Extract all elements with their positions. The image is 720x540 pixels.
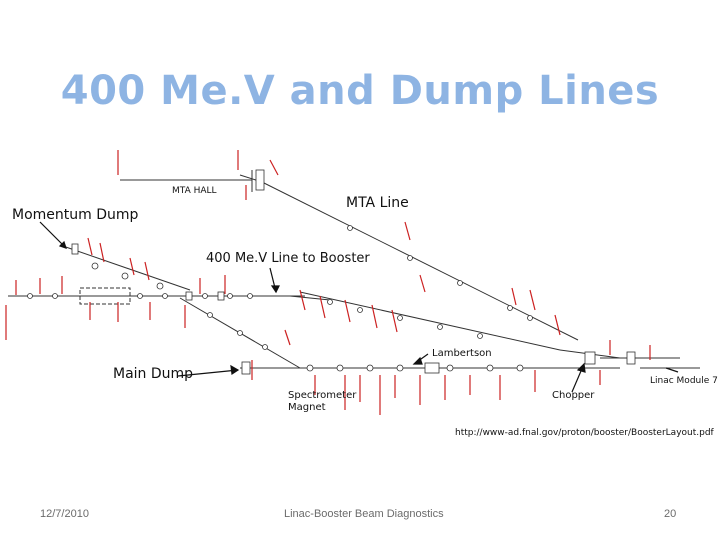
spectrometer-label-line2: Magnet — [288, 402, 326, 413]
slide-title: 400 Me.V and Dump Lines — [60, 68, 660, 114]
momentum-dump-label: Momentum Dump — [12, 207, 139, 223]
booster-line-label: 400 Me.V Line to Booster — [206, 251, 370, 266]
footer-date: 12/7/2010 — [40, 508, 89, 520]
booster-line-path — [299, 291, 561, 351]
mta-line-label: MTA Line — [346, 195, 409, 211]
mta-hall-label: MTA HALL — [172, 186, 217, 196]
linac-module-label: Linac Module 7 — [650, 376, 718, 386]
slide-number: 20 — [664, 508, 677, 520]
momentum-dump-branch — [59, 244, 191, 291]
main-dump-label: Main Dump — [113, 366, 194, 382]
footer-title: Linac-Booster Beam Diagnostics — [284, 508, 444, 520]
spectrometer-label-line1: Spectrometer — [288, 390, 357, 401]
chopper-label: Chopper — [552, 390, 595, 401]
mta-line-path — [261, 181, 579, 341]
lambertson-label: Lambertson — [432, 348, 492, 359]
source-url: http://www-ad.fnal.gov/proton/booster/Bo… — [455, 428, 714, 438]
